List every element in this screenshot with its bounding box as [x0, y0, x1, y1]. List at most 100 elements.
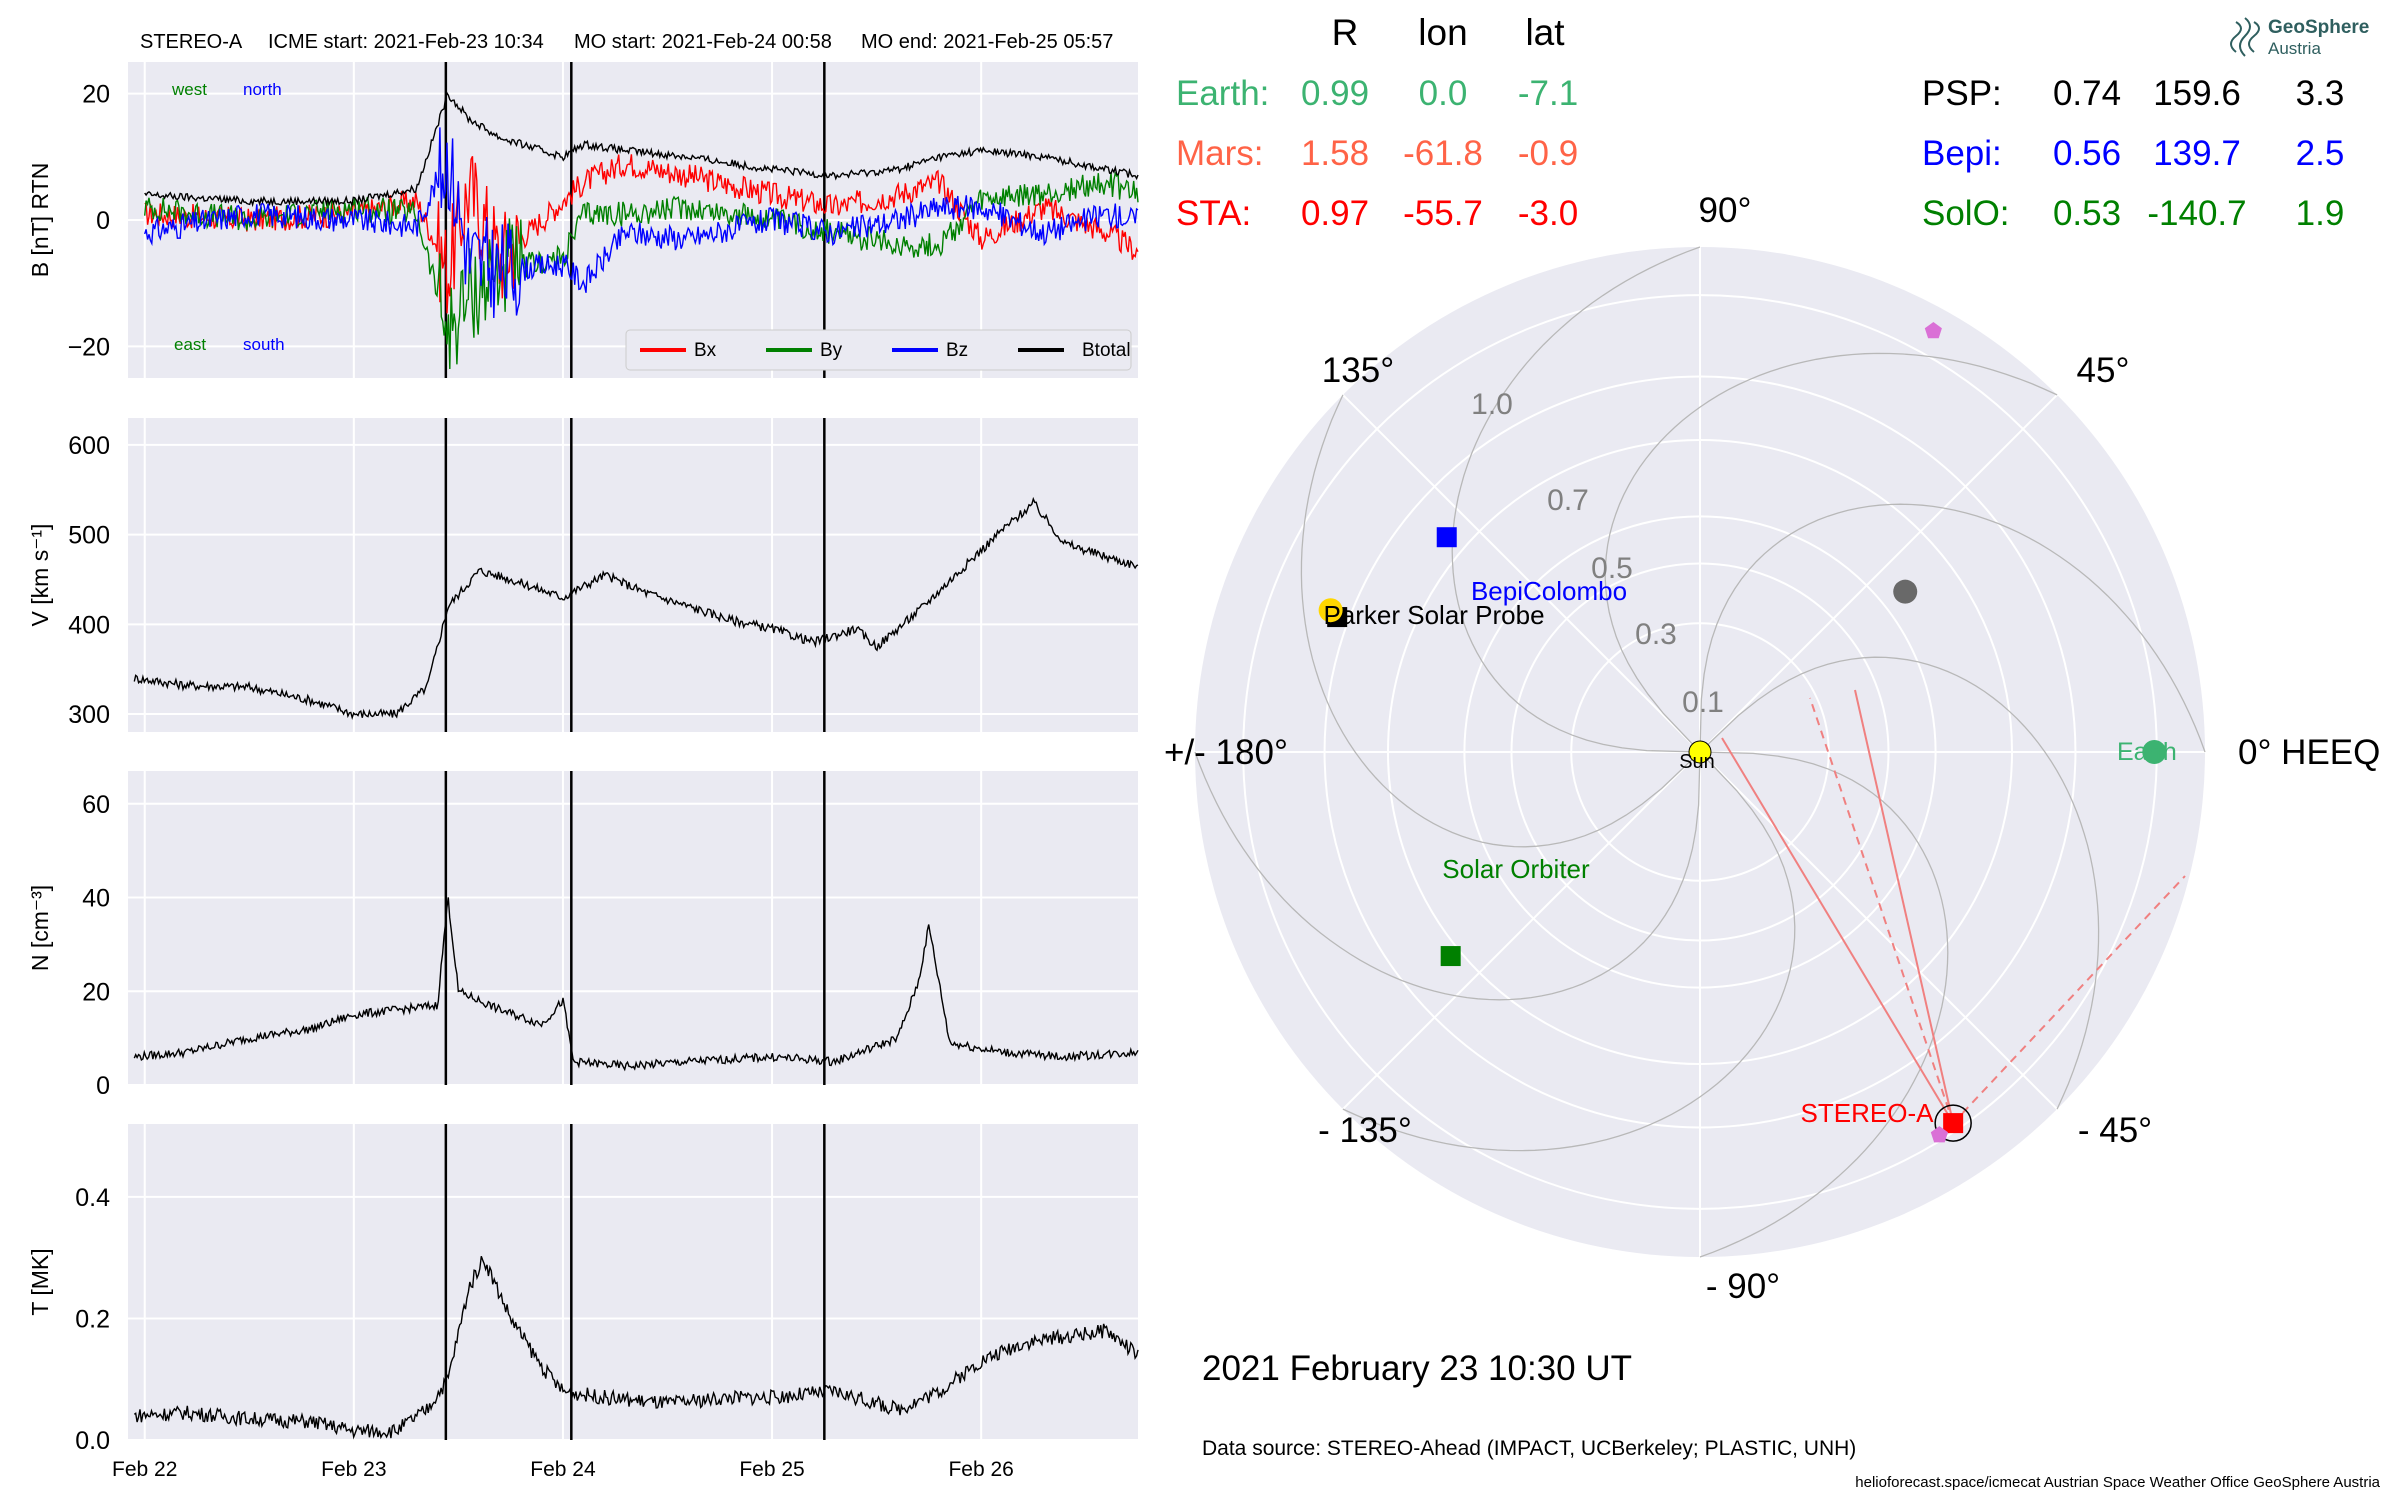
date-label: 2021 February 23 10:30 UT [1202, 1349, 1632, 1388]
polar-angle-label: 135° [1322, 351, 1394, 390]
table-cell-lat: 1.9 [2296, 194, 2345, 233]
polar-plot: 90° 45° 0° HEEQ - 45° - 90° - 135° +/- 180° 135… [1164, 191, 2380, 1306]
bepicolombo-marker [1436, 527, 1457, 548]
series-line-data [133, 496, 1139, 721]
parker-spiral-line [1699, 503, 2206, 753]
body-label: Solar Orbiter [1442, 854, 1590, 884]
y-tick-label: 600 [68, 432, 110, 460]
body-label: Earth [2117, 738, 2177, 766]
parker-spiral-line [1699, 656, 2100, 1110]
x-tick-label: Feb 24 [530, 1458, 596, 1481]
polar-angle-label: 45° [2077, 351, 2130, 390]
panel-lines [133, 496, 1139, 721]
polar-radial-label: 1.0 [1471, 388, 1513, 421]
panel-grid [128, 418, 1138, 732]
body-label: BepiColombo [1471, 576, 1627, 606]
y-tick-label: 400 [68, 611, 110, 639]
solar-orbiter-marker [1440, 946, 1461, 967]
polar-radial-label: 0.1 [1682, 686, 1724, 719]
table-row-name: PSP: [1922, 74, 2002, 113]
label-north: north [243, 80, 282, 99]
table-cell-lat: -3.0 [1518, 194, 1578, 233]
table-cell-lon: -140.7 [2147, 194, 2246, 233]
marker-marker [1893, 579, 1918, 604]
polar-radial-label: 0.7 [1547, 484, 1589, 517]
table-header: R [1332, 12, 1359, 53]
panel-bg [128, 1124, 1138, 1440]
y-axis-label: V [km s⁻¹] [27, 524, 53, 627]
table-cell-lat: -0.9 [1518, 134, 1578, 173]
pentagon-marker [1924, 322, 1942, 339]
x-tick-label: Feb 26 [948, 1458, 1013, 1481]
panel-lines [133, 1255, 1139, 1440]
y-tick-label: 500 [68, 522, 110, 550]
y-tick-label: 20 [82, 81, 110, 109]
series-line-bx [144, 154, 1139, 314]
source-label: Data source: STEREO-Ahead (IMPACT, UCBer… [1202, 1437, 1856, 1460]
parker-spiral-line [1699, 751, 1949, 1258]
y-tick-label: 0.4 [75, 1184, 110, 1212]
table-cell-lat: -7.1 [1518, 74, 1578, 113]
stereo-a-marker [1943, 1113, 1964, 1134]
table-cell-lat: 3.3 [2296, 74, 2345, 113]
legend-label: Btotal [1082, 340, 1131, 361]
legend-label: By [820, 340, 843, 361]
polar-angle-label: 0° HEEQ [2238, 733, 2380, 772]
panel-density: 60 40 20 0 N [cm⁻³] [27, 771, 1139, 1100]
x-tick-label: Feb 23 [321, 1458, 386, 1481]
table-header: lat [1525, 12, 1565, 53]
body-label: Sun [1679, 751, 1715, 773]
polar-bodies: Earth STEREO-A Parker Solar ProbeBepiColom… [1318, 322, 2177, 1143]
table-cell-lon: -55.7 [1403, 194, 1483, 233]
header-mo-end: MO end: 2021-Feb-25 05:57 [861, 31, 1113, 53]
body-label: STEREO-A [1801, 1098, 1935, 1128]
stereo-a-fov-line [1854, 689, 1955, 1124]
polar-spoke [1699, 394, 2058, 753]
stereo-a-ring [1934, 1104, 1972, 1142]
footer-label: helioforecast.space/icmecat Austrian Spa… [1855, 1474, 2380, 1491]
polar-spoke [1342, 394, 1701, 753]
logo-line1: GeoSphere [2268, 17, 2369, 38]
stereo-a-fov-line [1952, 875, 2186, 1124]
table-row-name: Mars: [1176, 134, 1264, 173]
panel-yticks: 60 40 20 0 [82, 791, 110, 1100]
x-axis-ticks: Feb 22 Feb 23 Feb 24 Feb 25 Feb 26 [112, 1458, 1014, 1481]
parker-spiral-line [1342, 751, 1796, 1152]
stereo-a-fov-line [1721, 737, 1955, 1124]
legend-box [625, 329, 1132, 371]
table-cell-r: 1.58 [1301, 134, 1369, 173]
table-cell-r: 0.97 [1301, 194, 1369, 233]
polar-spoke [1699, 751, 2058, 1110]
polar-angle-labels: 90° 45° 0° HEEQ - 45° - 90° - 135° +/- 180° 135… [1164, 191, 2380, 1306]
panel-lines [144, 91, 1139, 370]
x-tick-label: Feb 25 [739, 1458, 804, 1481]
y-tick-label: 20 [82, 978, 110, 1006]
table-cell-r: 0.99 [1301, 74, 1369, 113]
parker-spiral-line [1300, 394, 1701, 848]
earth-marker [2142, 740, 2167, 764]
marker-marker [1318, 598, 1343, 623]
pentagon-marker [1930, 1126, 1948, 1143]
polar-angle-label: - 135° [1318, 1111, 1412, 1150]
legend-label: Bz [946, 340, 968, 361]
table-cell-r: 0.74 [2053, 74, 2121, 113]
label-east: east [174, 335, 206, 354]
panel-grid [128, 771, 1138, 1086]
polar-angle-label: - 90° [1706, 1267, 1780, 1306]
parker-spiral-line [1451, 246, 1701, 753]
table-cell-lon: 159.6 [2153, 74, 2241, 113]
panel-bg [128, 418, 1138, 732]
table-cell-lat: 2.5 [2296, 134, 2345, 173]
parker-spiral-line [1194, 751, 1701, 1001]
polar-spoke [1342, 751, 1701, 1110]
stereo-a-fov-line [1809, 697, 1955, 1124]
panel-yticks: 600 500 400 300 [68, 432, 110, 729]
polar-radial-labels: 0.1 0.30.5 0.7 1.0 [1471, 388, 1724, 719]
table-cell-r: 0.53 [2053, 194, 2121, 233]
polar-angle-label: 90° [1699, 191, 1752, 230]
table-row-name: Bepi: [1922, 134, 2002, 173]
series-line-data [133, 1255, 1139, 1440]
panel-temperature: 0.4 0.2 0.0 T [MK] [27, 1124, 1139, 1455]
panel-grid [128, 1124, 1138, 1441]
panel-events [444, 1124, 826, 1440]
